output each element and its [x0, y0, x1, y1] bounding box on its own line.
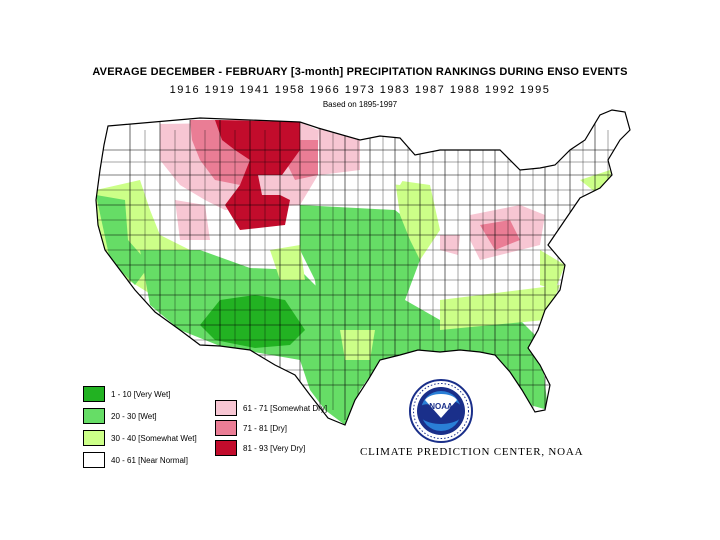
legend-label: 40 - 61 [Near Normal] — [111, 455, 188, 465]
legend-label: 71 - 81 [Dry] — [243, 423, 288, 433]
legend-item-near-normal: 40 - 61 [Near Normal] — [83, 452, 188, 468]
legend-label: 81 - 93 [Very Dry] — [243, 443, 306, 453]
legend-item-somewhat-wet: 30 - 40 [Somewhat Wet] — [83, 430, 197, 446]
legend-swatch — [83, 386, 105, 402]
base-period: Based on 1895-1997 — [322, 100, 398, 109]
legend-item-very-dry: 81 - 93 [Very Dry] — [215, 440, 305, 456]
legend-swatch — [215, 420, 237, 436]
noaa-logo-icon: NOAA — [409, 379, 473, 443]
legend-swatch — [83, 408, 105, 424]
legend-swatch — [83, 430, 105, 446]
legend-item-wet: 20 - 30 [Wet] — [83, 408, 157, 424]
map-title: AVERAGE DECEMBER - FEBRUARY [3-month] PR… — [92, 66, 628, 78]
legend-label: 61 - 71 [Somewhat Dry] — [243, 403, 328, 413]
legend-item-very-wet: 1 - 10 [Very Wet] — [83, 386, 170, 402]
legend-label: 1 - 10 [Very Wet] — [111, 389, 171, 399]
legend-item-dry: 71 - 81 [Dry] — [215, 420, 287, 436]
legend-item-somewhat-dry: 61 - 71 [Somewhat Dry] — [215, 400, 327, 416]
legend-swatch — [215, 440, 237, 456]
legend-label: 20 - 30 [Wet] — [111, 411, 157, 421]
legend-label: 30 - 40 [Somewhat Wet] — [111, 433, 197, 443]
us-outline — [95, 109, 631, 426]
credit-text: CLIMATE PREDICTION CENTER, NOAA — [360, 446, 584, 458]
legend-swatch — [215, 400, 237, 416]
noaa-logo-text: NOAA — [429, 402, 453, 411]
legend-swatch — [83, 452, 105, 468]
enso-years: 1916 1919 1941 1958 1966 1973 1983 1987 … — [169, 84, 551, 96]
